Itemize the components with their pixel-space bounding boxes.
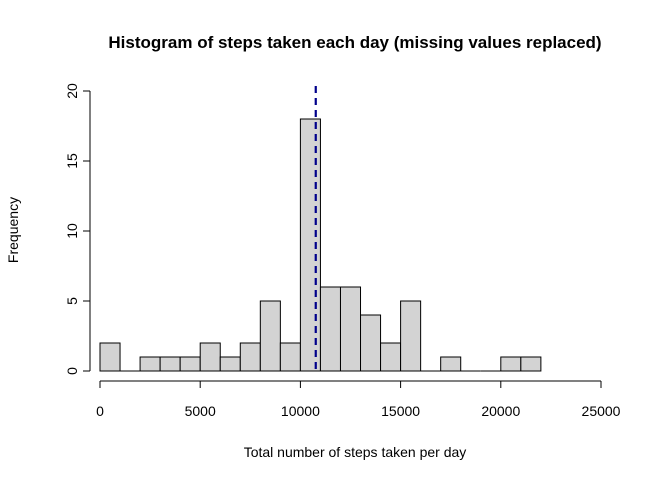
x-axis-label: Total number of steps taken per day xyxy=(244,444,467,460)
chart-title: Histogram of steps taken each day (missi… xyxy=(108,33,601,52)
x-tick-label-1: 5000 xyxy=(185,403,216,419)
histogram-bar-12 xyxy=(339,286,362,372)
histogram-bar-13 xyxy=(360,314,382,372)
histogram-bar-2 xyxy=(139,356,161,372)
x-tick-label-0: 0 xyxy=(96,403,104,419)
y-tick-label-2: 10 xyxy=(64,223,80,239)
histogram-bar-21 xyxy=(520,356,542,372)
x-tick-label-3: 15000 xyxy=(381,403,420,419)
histogram-bar-15 xyxy=(400,300,422,372)
histogram-bar-14 xyxy=(380,342,402,372)
histogram-bar-9 xyxy=(279,342,301,372)
y-tick-label-1: 5 xyxy=(64,297,80,305)
histogram-bar-20 xyxy=(500,356,522,372)
y-axis: 0 5 10 15 20 xyxy=(64,83,91,375)
histogram-bar-10 xyxy=(299,118,321,372)
histogram-bar-3 xyxy=(159,356,181,372)
x-axis: 0 5000 10000 15000 20000 25000 xyxy=(96,380,621,419)
x-tick-label-5: 25000 xyxy=(582,403,621,419)
histogram-bar-11 xyxy=(319,286,341,372)
histogram-bar-4 xyxy=(179,356,201,372)
bars-group xyxy=(99,118,542,372)
histogram-bar-7 xyxy=(239,342,261,372)
histogram-bar-17 xyxy=(440,356,462,372)
y-tick-label-3: 15 xyxy=(64,153,80,169)
histogram-bar-0 xyxy=(99,342,121,372)
y-tick-label-0: 0 xyxy=(64,367,80,375)
y-tick-label-4: 20 xyxy=(64,83,80,99)
histogram-bar-8 xyxy=(259,300,281,372)
x-tick-label-4: 20000 xyxy=(481,403,520,419)
histogram-bar-5 xyxy=(199,342,221,372)
histogram-bar-6 xyxy=(219,356,241,372)
x-tick-label-2: 10000 xyxy=(281,403,320,419)
y-axis-label: Frequency xyxy=(5,197,21,263)
